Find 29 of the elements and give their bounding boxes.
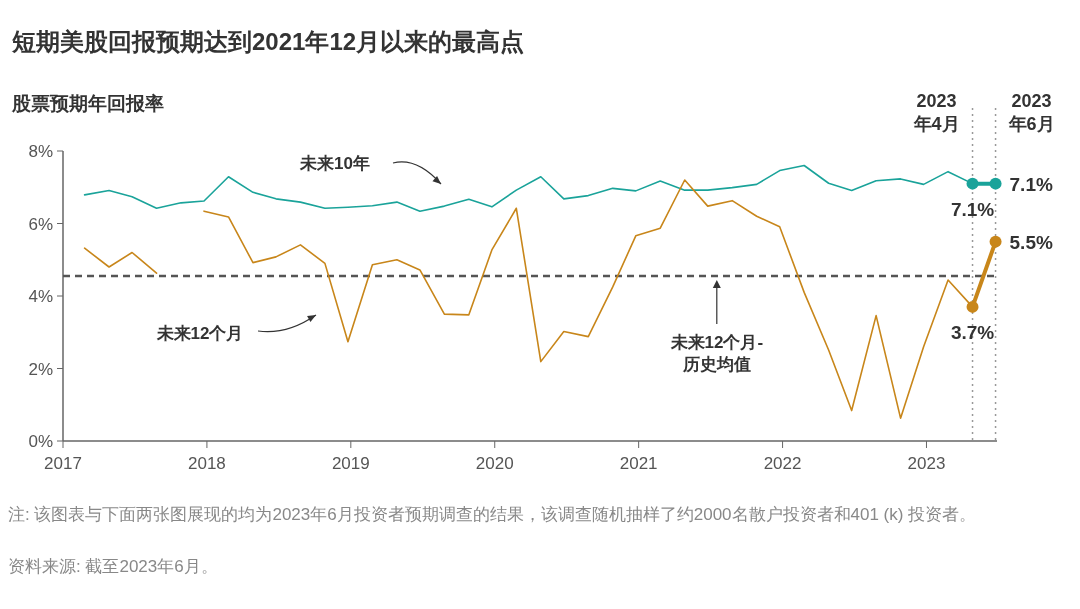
text: 注: 该图表与下面两张图展现的均为2023年6月投资者预期调查的结果，该调查随机抽样了约2000名散户投资者和401 (k) 投资者。 — [8, 504, 978, 526]
y-tick-label: 6% — [28, 214, 53, 234]
data-label: 7.1% — [950, 198, 995, 220]
point — [966, 177, 979, 190]
x-tick-label: 2023 — [907, 454, 946, 473]
ref-line-label: 2023 年6月 — [1007, 91, 1055, 135]
chart-title: 短期美股回报预期达到2021年12月以来的最高点 — [11, 28, 525, 55]
x-tick-label: 2020 — [475, 454, 514, 473]
ref-line-label: 2023 年4月 — [912, 91, 960, 135]
x-tick-label: 2018 — [188, 454, 226, 473]
point — [966, 300, 979, 313]
x-tick-label: 2017 — [44, 454, 82, 473]
point — [989, 235, 1002, 248]
y-tick-label: 4% — [28, 287, 53, 306]
annotation: 未来10年 — [299, 154, 370, 173]
x-tick-label: 2019 — [331, 454, 370, 473]
data-label: 3.7% — [950, 321, 995, 343]
y-tick-label: 2% — [28, 359, 53, 379]
chart-subtitle: 股票预期年回报率 — [11, 93, 164, 114]
ref-line-label: 未来12个月- 历史均值 — [669, 333, 764, 375]
y-tick-label: 8% — [28, 142, 53, 161]
point — [989, 177, 1002, 190]
annotation: 未来12个月 — [155, 324, 244, 343]
x-tick-label: 2021 — [619, 454, 658, 473]
y-tick-label: 0% — [28, 432, 53, 451]
text: 资料来源: 截至2023年6月。 — [8, 556, 219, 578]
x-tick-label: 2022 — [763, 454, 802, 473]
data-label: 5.5% — [1009, 231, 1053, 253]
data-label: 7.1% — [1009, 173, 1053, 195]
